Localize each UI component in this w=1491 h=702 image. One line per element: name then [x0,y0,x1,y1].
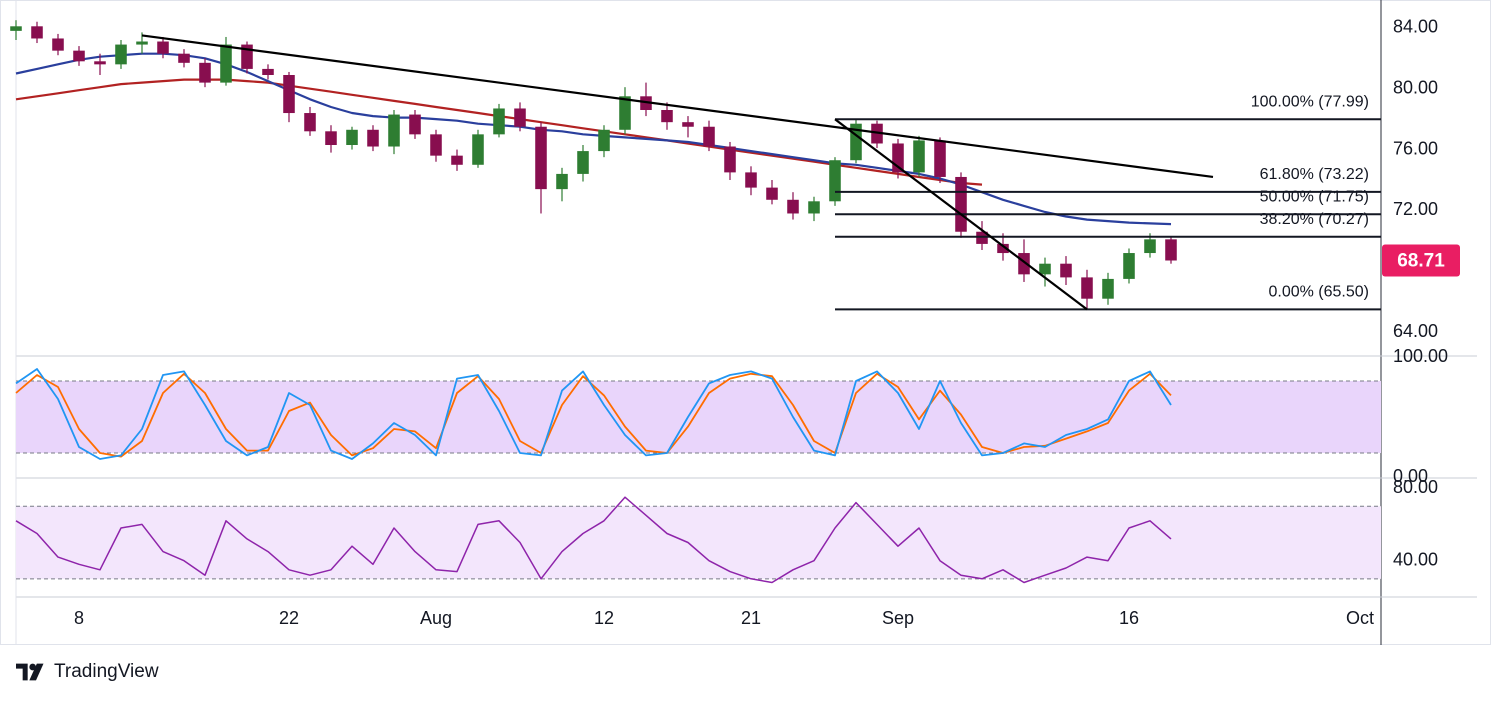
candle-body [283,75,295,114]
candle-body [1165,239,1177,261]
time-tick-label: 22 [279,608,299,628]
rsi-tick-label: 40.00 [1393,549,1438,569]
candle-body [472,134,484,165]
price-tick-label: 72.00 [1393,199,1438,219]
candle-body [787,199,799,214]
candle-body [724,146,736,173]
descending-resistance-trendline[interactable] [141,34,1214,179]
candle-body [745,172,757,188]
candle-body [94,61,106,65]
candle-body [409,114,421,135]
candle-body [1123,253,1135,279]
fib-level-label: 38.20% (70.27) [1260,211,1369,228]
candle-body [682,122,694,127]
candle-body [1144,239,1156,254]
time-tick-label: Oct [1346,608,1374,628]
steep-channel-line-trendline[interactable] [834,118,1088,311]
rsi-band [16,506,1381,579]
time-tick-label: 21 [741,608,761,628]
candle-body [430,134,442,156]
candle-body [262,68,274,75]
stoch-tick-label: 100.00 [1393,346,1448,366]
candle-body [913,140,925,173]
candle-body [220,44,232,83]
candle-body [493,108,505,135]
candle-body [31,26,43,39]
tradingview-logo-icon [16,663,44,681]
tradingview-branding[interactable]: TradingView [16,659,159,685]
time-tick-label: 8 [74,608,84,628]
candle-body [955,176,967,232]
candle-body [556,173,568,190]
tradingview-brand-name: TradingView [54,661,159,682]
candle-body [514,108,526,127]
candle-body [157,41,169,54]
stoch-d-line [15,372,1172,458]
candle-body [325,131,337,145]
stoch-band [16,381,1381,453]
price-tick-label: 64.00 [1393,321,1438,341]
candle-body [808,201,820,214]
candle-body [136,41,148,45]
candle-body [598,129,610,152]
candle-body [1060,263,1072,278]
candle-body [619,96,631,130]
candle-body [115,44,127,65]
last-price-value: 68.71 [1397,251,1445,272]
fib-level-label: 50.00% (71.75) [1260,188,1369,205]
candle-body [73,50,85,62]
candle-body [199,62,211,83]
candle-body [577,151,589,174]
candle-body [640,96,652,110]
candle-body [304,113,316,132]
candle-body [997,243,1009,254]
fib-level-label: 0.00% (65.50) [1268,284,1369,301]
time-tick-label: Sep [882,608,914,628]
stoch-tick-label: 0.00 [1393,466,1428,486]
time-tick-label: 16 [1119,608,1139,628]
candle-body [934,140,946,177]
price-tick-label: 76.00 [1393,138,1438,158]
candle-body [241,44,253,69]
stoch-k-line [15,368,1172,460]
time-tick-label: Aug [420,608,452,628]
candle-body [451,155,463,165]
price-tick-label: 80.00 [1393,77,1438,97]
candle-body [178,53,190,63]
candle-body [388,114,400,147]
candle-body [1039,263,1051,275]
candle-body [52,38,64,51]
candle-body [1081,277,1093,299]
candle-body [850,123,862,161]
candle-body [367,129,379,147]
candle-body [829,160,841,202]
candle-body [703,126,715,147]
candle-body [766,187,778,200]
rsi-tick-label: 80.00 [1393,477,1438,497]
price-tick-label: 84.00 [1393,17,1438,37]
candle-body [346,129,358,145]
candle-body [892,143,904,173]
candle-body [976,231,988,244]
fib-level-label: 61.80% (73.22) [1260,166,1369,183]
candle-body [1102,278,1114,299]
last-price-tag [1382,244,1460,277]
candle-body [10,26,22,31]
candle-body [661,110,673,123]
time-tick-label: 12 [594,608,614,628]
rsi-line [15,496,1172,584]
candle-body [1018,253,1030,275]
candle-body [535,126,547,190]
fib-level-label: 100.00% (77.99) [1251,94,1369,111]
